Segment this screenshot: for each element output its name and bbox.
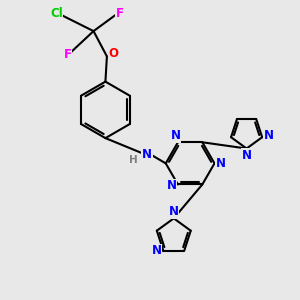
Text: F: F: [116, 7, 123, 20]
Text: N: N: [142, 148, 152, 161]
Text: N: N: [169, 205, 179, 218]
Text: F: F: [64, 48, 72, 61]
Text: Cl: Cl: [50, 7, 63, 20]
Text: O: O: [108, 47, 118, 61]
Text: N: N: [242, 148, 252, 162]
Text: N: N: [264, 129, 274, 142]
Text: N: N: [171, 129, 181, 142]
Text: N: N: [216, 157, 226, 170]
Text: N: N: [152, 244, 162, 257]
Text: H: H: [129, 155, 138, 165]
Text: N: N: [167, 179, 176, 193]
